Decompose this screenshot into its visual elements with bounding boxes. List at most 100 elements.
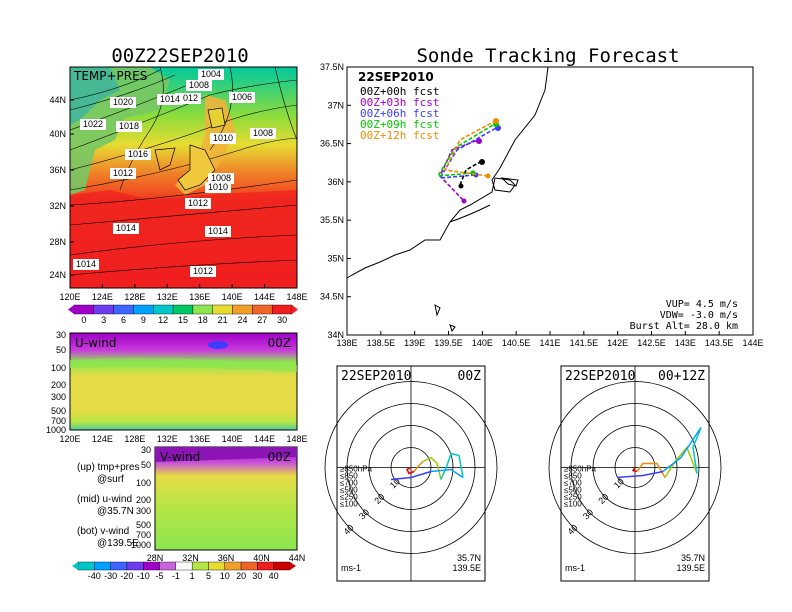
u-wind-x-tick: 148E [286, 434, 307, 444]
ring-label: 20 [372, 492, 386, 506]
v-wind-y-tick: 50 [141, 460, 151, 470]
level-legend: ≤850 [340, 472, 358, 481]
track-lon-tick: 140.5E [502, 338, 531, 348]
track-lon-tick: 139E [404, 338, 425, 348]
vup-value: VUP= 4.5 m/s [666, 299, 738, 310]
level-legend: ≤100 [564, 500, 582, 509]
level-legend: ≤250 [340, 493, 358, 502]
u-wind-x-ticks: 120E 124E 128E 132E 136E 140E 144E 148E [59, 434, 307, 444]
u-wind-y-tick: 300 [51, 392, 66, 402]
u-wind-label: U-wind [75, 336, 116, 350]
map-lat-tick: 36N [49, 165, 66, 175]
sonde-track [439, 139, 479, 201]
track-lon-tick: 143E [675, 338, 696, 348]
legend-up2: @surf [97, 474, 124, 485]
wind-colorbar-label: 5 [206, 571, 211, 581]
track-lon-tick: 138.5E [367, 338, 396, 348]
v-wind-x-tick: 40N [253, 553, 270, 563]
u-wind-x-tick: 140E [222, 434, 243, 444]
track-lon-tick: 138E [336, 338, 357, 348]
u-wind-x-tick: 136E [189, 434, 210, 444]
ring-label: 20 [596, 492, 610, 506]
burst-altitude: Burst Alt= 28.0 km [630, 321, 738, 332]
isobar-label: 1022 [83, 119, 103, 129]
hodo-date: 22SEP2010 [341, 369, 411, 384]
forecast-legend-item: 00Z+06h fcst [360, 107, 439, 120]
left-title: 00Z22SEP2010 [111, 45, 248, 67]
map-lat-tick: 32N [49, 201, 66, 211]
sonde-track [436, 124, 494, 177]
wind-colorbar-label: -10 [137, 571, 150, 581]
u-wind-x-tick: 124E [92, 434, 113, 444]
isobar-label: 1012 [178, 93, 198, 103]
map-lat-tick: 28N [49, 237, 66, 247]
isobar-label: 1016 [128, 149, 148, 159]
track-lon-tick: 142E [607, 338, 628, 348]
wind-colorbar-label: 20 [236, 571, 246, 581]
legend-mid: (mid) u-wind [77, 494, 132, 505]
hodograph-trace [662, 427, 702, 473]
hodograph-trace [636, 462, 666, 478]
hodo-lon: 139.5E [452, 563, 481, 573]
level-legend: ≤100 [340, 500, 358, 509]
isobar-label: 1014 [208, 226, 228, 236]
temp-colorbar-label: 6 [121, 315, 126, 325]
isobar-label: 1020 [113, 97, 133, 107]
sonde-track [443, 120, 496, 177]
map-lon-tick: 140E [222, 292, 243, 302]
track-map [346, 66, 754, 336]
track-lat-tick: 37N [327, 100, 344, 110]
u-wind-y-tick: 30 [56, 330, 66, 340]
level-legend: ≤850 [564, 472, 582, 481]
isobar-label: 1014 [160, 94, 180, 104]
isobar-label: 1012 [193, 266, 213, 276]
wind-colorbar-label: -20 [120, 571, 133, 581]
u-wind-y-tick: 50 [56, 345, 66, 355]
temp-colorbar-label: 24 [237, 315, 247, 325]
map-lon-ticks: 120E 124E 128E 132E 136E 140E 144E 148E [59, 284, 308, 302]
temp-colorbar-label: 3 [101, 315, 106, 325]
u-wind-x-tick: 120E [59, 434, 80, 444]
hodo-units: ms-1 [565, 563, 585, 573]
isobar-label: 1018 [119, 121, 139, 131]
v-wind-y-tick: 700 [136, 530, 151, 540]
v-wind-y-tick: 100 [136, 478, 151, 488]
map-lat-ticks: 44N 40N 36N 32N 28N 24N [49, 95, 74, 280]
v-wind-x-tick: 32N [182, 553, 199, 563]
level-legend: ≤500 [564, 486, 582, 495]
v-wind-label: V-wind [160, 450, 200, 464]
isobar-label: 1006 [232, 92, 252, 102]
landing-point [485, 173, 491, 179]
u-wind-y-tick: 700 [51, 416, 66, 426]
u-wind-time: 00Z [268, 336, 292, 350]
v-wind-panel [154, 446, 298, 551]
v-wind-x-tick: 28N [147, 553, 164, 563]
isobar-label: 1008 [253, 128, 273, 138]
level-legend: ≥850hPa [564, 465, 597, 474]
wind-colorbar-label: 10 [220, 571, 230, 581]
isobar-label: 1014 [76, 259, 96, 269]
isobar-label: 1012 [188, 198, 208, 208]
wind-colorbar-label: -40 [88, 571, 101, 581]
temp-colorbar-label: 12 [158, 315, 168, 325]
map-lat-tick: 40N [49, 129, 66, 139]
track-lon-tick: 139.5E [434, 338, 463, 348]
u-wind-y-tick: 1000 [46, 425, 66, 435]
hodograph-trace [413, 460, 424, 472]
u-wind-y-tick: 100 [51, 363, 66, 373]
legend-bot2: @139.5E [97, 538, 139, 549]
track-lat-tick: 34N [327, 330, 344, 340]
burst-point [493, 118, 499, 124]
v-wind-x-tick: 44N [289, 553, 306, 563]
level-legend: ≤700 [340, 479, 358, 488]
u-wind-y-tick: 500 [51, 406, 66, 416]
map-lon-tick: 120E [59, 292, 80, 302]
level-legend: ≤700 [564, 479, 582, 488]
temp-colorbar-label: 18 [198, 315, 208, 325]
v-wind-y-tick: 500 [136, 520, 151, 530]
